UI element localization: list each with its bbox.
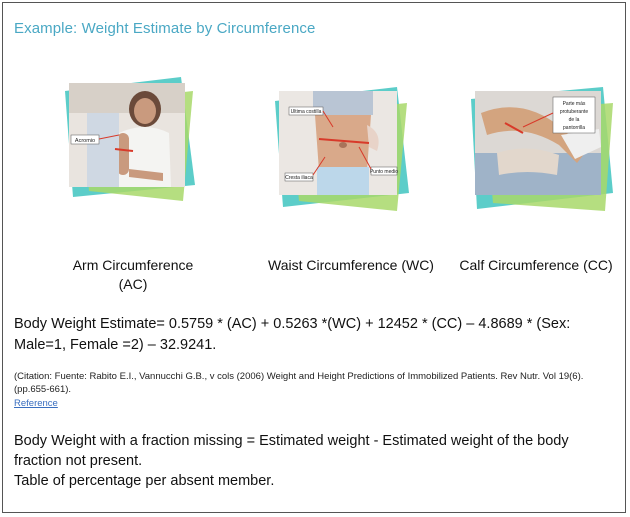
- page-title: Example: Weight Estimate by Circumferenc…: [14, 20, 316, 37]
- calf-photo: Parte más protuberante de la pantorrilla: [467, 83, 617, 213]
- cresta-iliaca-label: Cresta iliaca: [285, 175, 313, 181]
- arm-photo: Acromio: [59, 73, 199, 203]
- body-weight-formula: Body Weight Estimate= 0.5759 * (AC) + 0.…: [14, 316, 571, 353]
- citation-text: (Citation: Fuente: Rabito E.I., Vannucch…: [14, 371, 584, 395]
- missing-fraction-note: Body Weight with a fraction missing = Es…: [14, 431, 614, 491]
- waist-photo: Ultima costilla Cresta iliaca Punto medi…: [271, 81, 411, 211]
- calf-label-line2: protuberante: [560, 109, 589, 115]
- calf-caption: Calf Circumference (CC): [459, 257, 613, 273]
- reference-link[interactable]: Reference: [14, 398, 58, 409]
- acromio-label: Acromio: [75, 138, 95, 144]
- calf-label-line1: Parte más: [563, 101, 586, 107]
- arm-caption: Arm Circumference (AC): [72, 257, 194, 292]
- content-card: Example: Weight Estimate by Circumferenc…: [2, 2, 626, 513]
- calf-label-line4: pantorrilla: [563, 125, 585, 131]
- absent-member-table-text: Table of percentage per absent member.: [14, 473, 275, 489]
- missing-fraction-text: Body Weight with a fraction missing = Es…: [14, 433, 569, 469]
- waist-caption: Waist Circumference (WC): [268, 257, 434, 273]
- punto-medio-label: Punto medio: [370, 169, 398, 175]
- calf-label-line3: de la: [569, 117, 580, 123]
- ultima-costilla-label: Ultima costilla: [291, 109, 322, 115]
